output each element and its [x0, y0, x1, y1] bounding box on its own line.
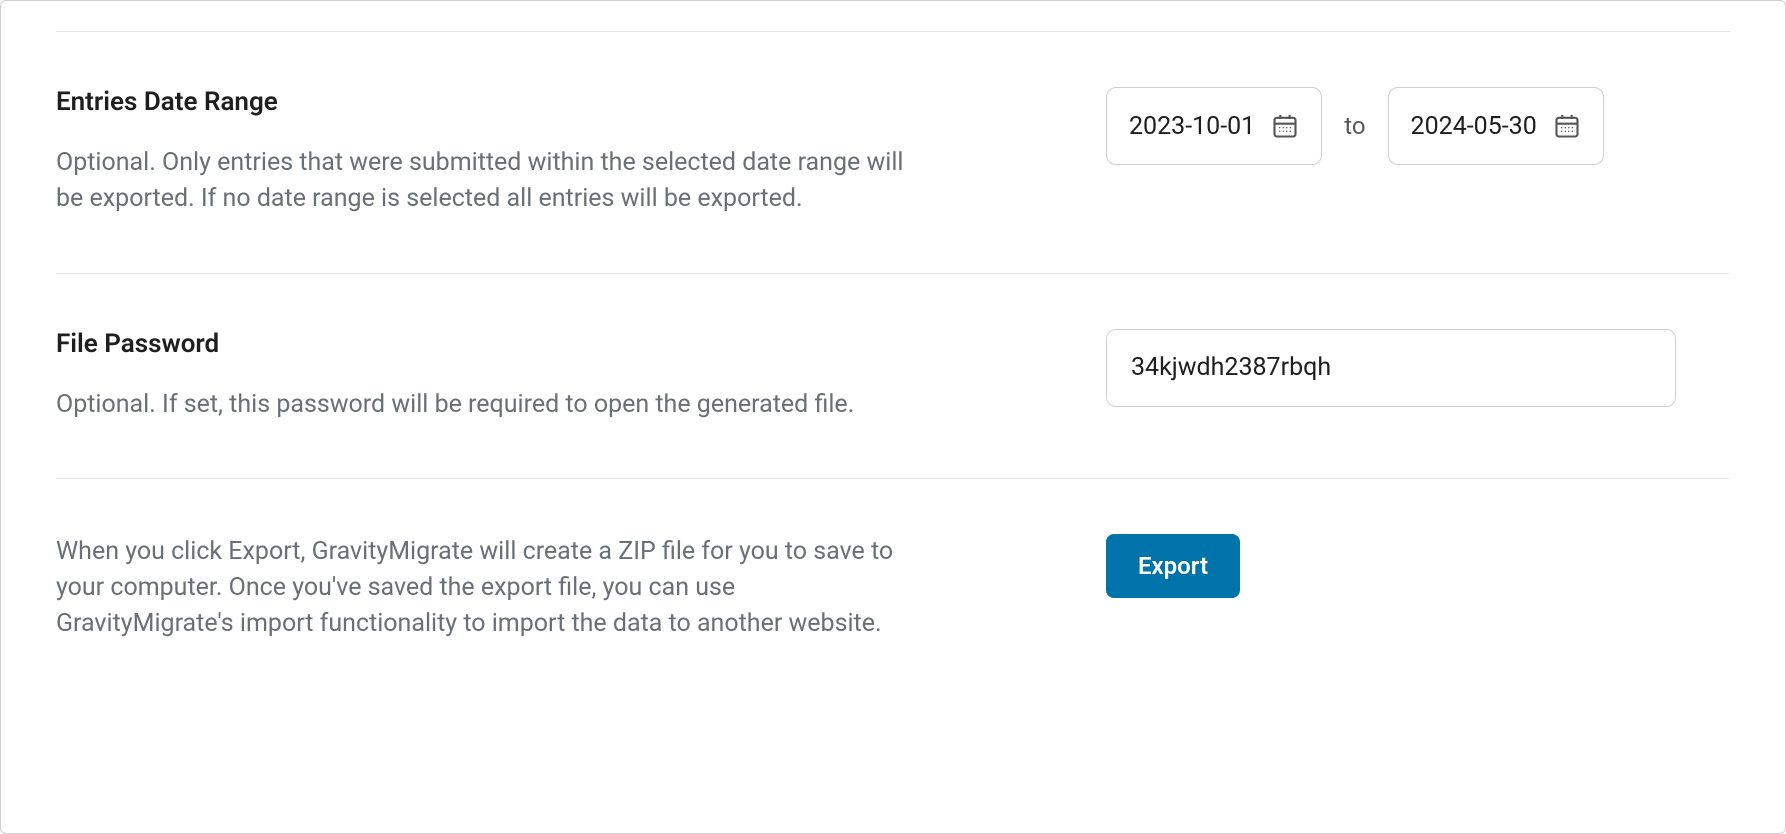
file-password-title: File Password	[56, 329, 906, 359]
export-button[interactable]: Export	[1106, 534, 1240, 598]
date-to-value: 2024-05-30	[1411, 112, 1537, 141]
file-password-right	[1106, 329, 1730, 407]
calendar-icon	[1271, 112, 1299, 140]
entries-date-range-description: Optional. Only entries that were submitt…	[56, 145, 906, 218]
entries-date-range-row: Entries Date Range Optional. Only entrie…	[56, 31, 1730, 273]
entries-date-range-title: Entries Date Range	[56, 87, 906, 117]
date-from-input[interactable]: 2023-10-01	[1106, 87, 1322, 165]
file-password-input[interactable]	[1106, 329, 1676, 407]
date-range-group: 2023-10-01	[1106, 87, 1604, 165]
file-password-row: File Password Optional. If set, this pas…	[56, 273, 1730, 478]
export-right: Export	[1106, 534, 1730, 598]
export-left: When you click Export, GravityMigrate wi…	[56, 534, 906, 643]
date-range-separator: to	[1344, 112, 1365, 140]
date-to-input[interactable]: 2024-05-30	[1388, 87, 1604, 165]
export-description: When you click Export, GravityMigrate wi…	[56, 534, 906, 643]
settings-panel: Entries Date Range Optional. Only entrie…	[0, 0, 1786, 834]
file-password-left: File Password Optional. If set, this pas…	[56, 329, 906, 423]
calendar-icon	[1553, 112, 1581, 140]
entries-date-range-right: 2023-10-01	[1106, 87, 1730, 165]
export-row: When you click Export, GravityMigrate wi…	[56, 478, 1730, 698]
entries-date-range-left: Entries Date Range Optional. Only entrie…	[56, 87, 906, 218]
date-from-value: 2023-10-01	[1129, 112, 1255, 141]
file-password-description: Optional. If set, this password will be …	[56, 387, 906, 423]
